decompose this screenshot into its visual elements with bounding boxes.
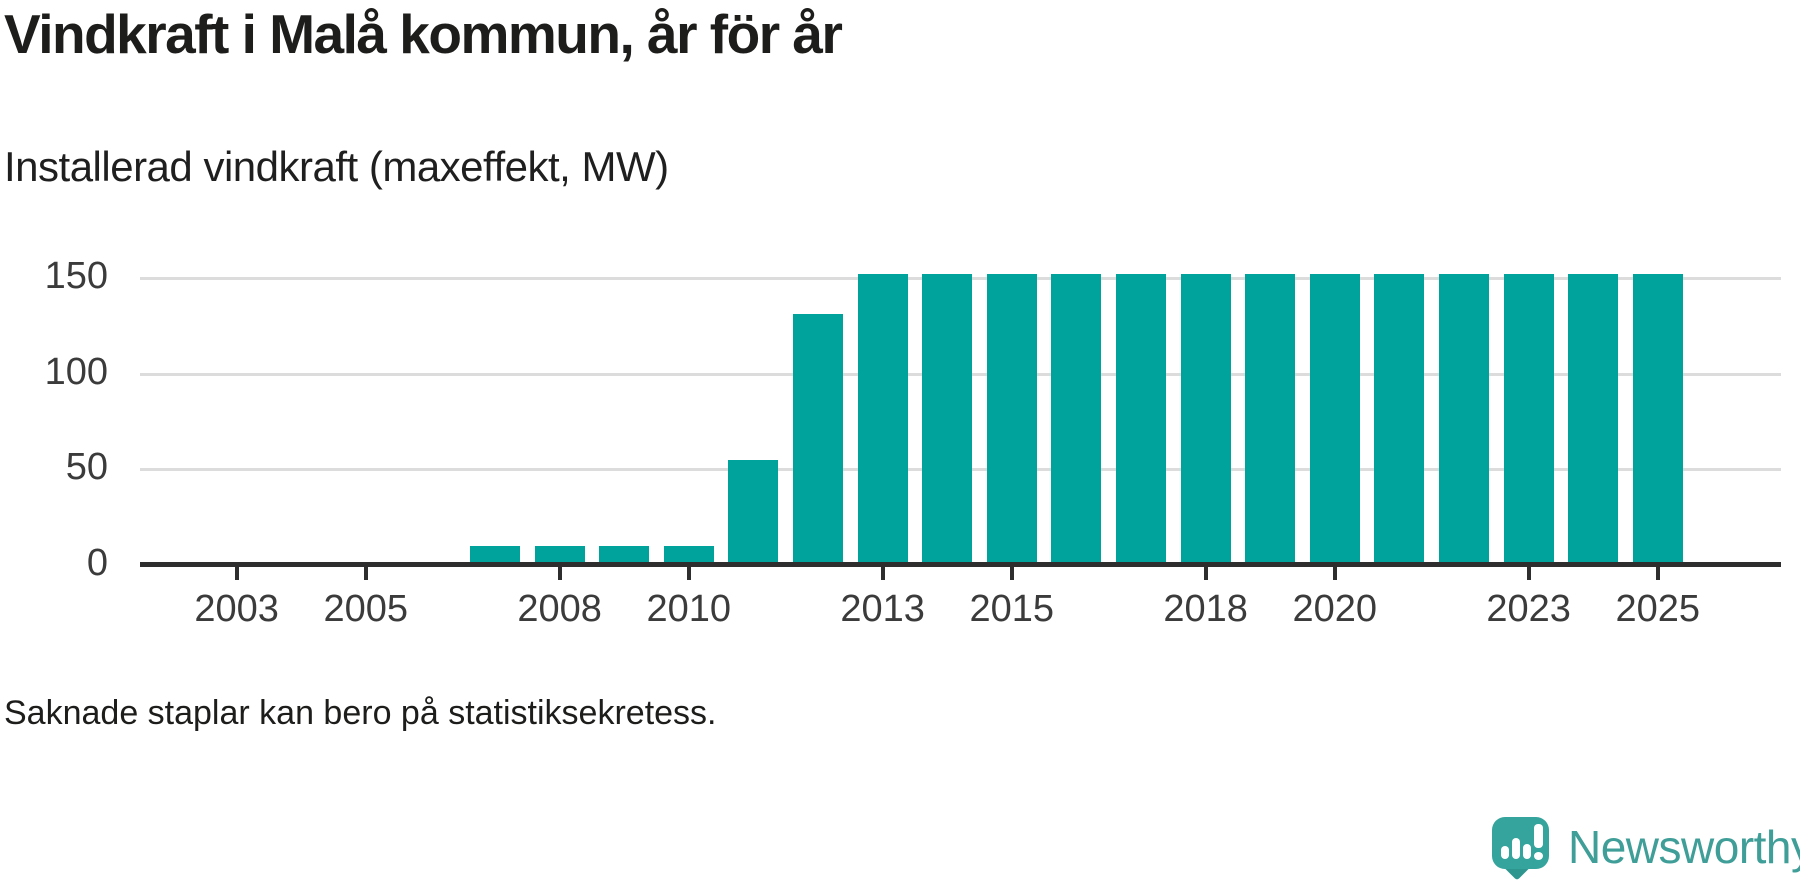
x-axis-label-2003: 2003 <box>194 588 279 630</box>
x-tick-2018 <box>1203 567 1208 580</box>
x-tick-2010 <box>686 567 691 580</box>
bar-2013 <box>857 274 908 565</box>
logo-mini-bar-2 <box>1512 838 1520 859</box>
bar-2018 <box>1180 274 1231 565</box>
bar-2007 <box>470 545 520 565</box>
x-tick-2023 <box>1526 567 1531 580</box>
bar-2008 <box>534 545 585 565</box>
x-axis-label-2013: 2013 <box>840 588 925 630</box>
x-tick-2015 <box>1009 567 1014 580</box>
y-axis-label-0: 0 <box>86 541 108 584</box>
bar-2025 <box>1632 274 1683 565</box>
x-axis-label-2020: 2020 <box>1292 588 1378 630</box>
logo-mini-bar-1 <box>1501 846 1509 859</box>
bar-2016 <box>1051 274 1102 565</box>
x-tick-2003 <box>234 567 239 580</box>
y-axis-label-50: 50 <box>65 446 108 489</box>
bar-2011 <box>728 459 779 565</box>
bar-2017 <box>1116 274 1166 565</box>
bar-2024 <box>1568 274 1619 565</box>
x-axis-label-2015: 2015 <box>969 588 1055 630</box>
bar-2012 <box>793 314 843 565</box>
chart-subtitle: Installerad vindkraft (maxeffekt, MW) <box>4 143 669 190</box>
y-axis-label-150: 150 <box>44 254 108 297</box>
chart-footnote: Saknade staplar kan bero på statistiksek… <box>4 694 717 732</box>
y-axis-label-100: 100 <box>44 350 108 393</box>
x-axis-label-2008: 2008 <box>517 588 602 630</box>
bar-2022 <box>1439 274 1489 565</box>
x-tick-2013 <box>880 567 885 580</box>
x-axis-label-2010: 2010 <box>646 588 732 630</box>
x-tick-2020 <box>1332 567 1337 580</box>
logo-mini-bar-3 <box>1523 844 1531 859</box>
x-tick-2025 <box>1655 567 1660 580</box>
logo-exclamation-dot <box>1534 852 1543 860</box>
x-axis-label-2023: 2023 <box>1486 588 1571 630</box>
speech-bubble-bar-chart-icon <box>1492 817 1549 869</box>
x-axis-label-2005: 2005 <box>323 588 409 630</box>
newsworthy-wordmark: Newsworthy <box>1568 821 1800 873</box>
bar-2023 <box>1503 274 1554 565</box>
x-axis-label-2018: 2018 <box>1163 588 1248 630</box>
chart-title: Vindkraft i Malå kommun, år för år <box>4 3 843 65</box>
bar-2019 <box>1245 274 1296 565</box>
bar-2009 <box>599 545 650 565</box>
bar-2015 <box>986 274 1037 565</box>
bar-2021 <box>1374 274 1425 565</box>
logo-exclamation-bar <box>1534 824 1543 848</box>
x-axis-label-2025: 2025 <box>1615 588 1701 630</box>
bar-2010 <box>663 545 714 565</box>
bar-2020 <box>1309 274 1360 565</box>
x-axis-line <box>140 562 1781 567</box>
x-tick-2008 <box>557 567 562 580</box>
x-tick-2005 <box>363 567 368 580</box>
bar-2014 <box>922 274 973 565</box>
